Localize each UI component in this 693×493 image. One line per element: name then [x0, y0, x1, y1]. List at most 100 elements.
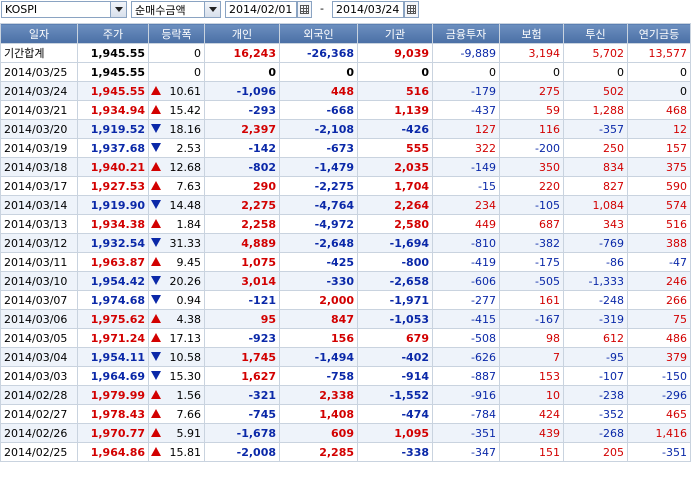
column-header-investment-trust[interactable]: 투신	[563, 23, 628, 44]
table-row[interactable]: 2014/02/26 1,970.77 5.91 -1,678 609 1,095 -351…	[0, 423, 691, 443]
table-row[interactable]: 2014/02/27 1,978.43 7.66 -745 1,408 -474 -784 4…	[0, 404, 691, 424]
table-row[interactable]: 2014/02/28 1,979.99 1.56 -321 2,338 -1,552 -91…	[0, 385, 691, 405]
table-row[interactable]: 2014/02/25 1,964.86 15.81 -2,008 2,285 -338 -3…	[0, 442, 691, 462]
table-row[interactable]: 2014/03/24 1,945.55 10.61 -1,096 448 516 -179 2…	[0, 81, 691, 101]
cell-financial-investment: -606	[432, 271, 500, 291]
chevron-down-icon[interactable]	[204, 2, 220, 17]
cell-change: 15.81	[148, 442, 205, 462]
cell-price: 1,975.62	[77, 309, 149, 329]
cell-institution: 2,264	[357, 195, 433, 215]
table-row[interactable]: 2014/03/19 1,937.68 2.53 -142 -673 555 322 -200…	[0, 138, 691, 158]
cell-date: 2014/03/05	[0, 328, 78, 348]
change-value: 2.53	[176, 141, 202, 155]
table-row[interactable]: 2014/03/18 1,940.21 12.68 -802 -1,479 2,035 -1…	[0, 157, 691, 177]
column-header-institution[interactable]: 기관	[357, 23, 433, 44]
arrow-up-icon	[151, 409, 161, 418]
cell-insurance: 116	[499, 119, 564, 139]
cell-financial-investment: -277	[432, 290, 500, 310]
table-row[interactable]: 2014/03/25 1,945.55 0 0 0 0 0 0 0 0	[0, 62, 691, 82]
cell-financial-investment: 234	[432, 195, 500, 215]
cell-financial-investment: -415	[432, 309, 500, 329]
cell-foreign: 2,000	[279, 290, 358, 310]
cell-institution: -474	[357, 404, 433, 424]
change-value: 0.94	[176, 293, 202, 307]
cell-institution: 2,580	[357, 214, 433, 234]
table-row[interactable]: 2014/03/12 1,932.54 31.33 4,889 -2,648 -1,694…	[0, 233, 691, 253]
cell-insurance: 161	[499, 290, 564, 310]
table-row[interactable]: 2014/03/21 1,934.94 15.42 -293 -668 1,139 -437…	[0, 100, 691, 120]
cell-financial-investment: -810	[432, 233, 500, 253]
cell-institution: 679	[357, 328, 433, 348]
column-header-individual[interactable]: 개인	[204, 23, 280, 44]
cell-pension: -351	[627, 442, 691, 462]
cell-foreign: -673	[279, 138, 358, 158]
column-header-date[interactable]: 일자	[0, 23, 78, 44]
table-row[interactable]: 2014/03/04 1,954.11 10.58 1,745 -1,494 -402 -6…	[0, 347, 691, 367]
mode-select[interactable]: 순매수금액	[131, 1, 221, 18]
cell-date: 2014/03/25	[0, 62, 78, 82]
cell-financial-investment: -916	[432, 385, 500, 405]
cell-date: 2014/03/24	[0, 81, 78, 101]
cell-insurance: 0	[499, 62, 564, 82]
change-value: 1.84	[176, 217, 202, 231]
cell-foreign: -668	[279, 100, 358, 120]
cell-financial-investment: 322	[432, 138, 500, 158]
table-row[interactable]: 2014/03/03 1,964.69 15.30 1,627 -758 -914 -887…	[0, 366, 691, 386]
table-row[interactable]: 2014/03/10 1,954.42 20.26 3,014 -330 -2,658 -6…	[0, 271, 691, 291]
cell-financial-investment: -508	[432, 328, 500, 348]
cell-change: 20.26	[148, 271, 205, 291]
calendar-icon	[407, 5, 416, 14]
cell-change: 1.84	[148, 214, 205, 234]
start-calendar-button[interactable]	[297, 1, 312, 18]
cell-investment-trust: -238	[563, 385, 628, 405]
table-row[interactable]: 2014/03/14 1,919.90 14.48 2,275 -4,764 2,264 2…	[0, 195, 691, 215]
cell-pension: 379	[627, 347, 691, 367]
cell-insurance: -105	[499, 195, 564, 215]
cell-pension: 0	[627, 62, 691, 82]
end-calendar-button[interactable]	[404, 1, 419, 18]
cell-foreign: 2,338	[279, 385, 358, 405]
table-row[interactable]: 2014/03/05 1,971.24 17.13 -923 156 679 -508 98 6…	[0, 328, 691, 348]
start-date-input[interactable]: 2014/02/01	[225, 1, 297, 18]
column-header-change[interactable]: 등락폭	[148, 23, 205, 44]
table-row[interactable]: 2014/03/13 1,934.38 1.84 2,258 -4,972 2,580 44…	[0, 214, 691, 234]
table-row[interactable]: 2014/03/17 1,927.53 7.63 290 -2,275 1,704 -15 2…	[0, 176, 691, 196]
cell-investment-trust: -352	[563, 404, 628, 424]
arrow-up-icon	[151, 219, 161, 228]
column-header-foreign[interactable]: 외국인	[279, 23, 358, 44]
cell-insurance: -200	[499, 138, 564, 158]
chevron-down-icon[interactable]	[110, 2, 126, 17]
table-row[interactable]: 2014/03/20 1,919.52 18.16 2,397 -2,108 -426 12…	[0, 119, 691, 139]
cell-financial-investment: -179	[432, 81, 500, 101]
cell-financial-investment: -347	[432, 442, 500, 462]
cell-change: 18.16	[148, 119, 205, 139]
cell-investment-trust: -86	[563, 252, 628, 272]
cell-investment-trust: 5,702	[563, 43, 628, 63]
cell-foreign: -758	[279, 366, 358, 386]
cell-individual: -321	[204, 385, 280, 405]
column-header-price[interactable]: 주가	[77, 23, 149, 44]
cell-foreign: -2,275	[279, 176, 358, 196]
column-header-insurance[interactable]: 보험	[499, 23, 564, 44]
cell-date: 2014/03/20	[0, 119, 78, 139]
end-date-value: 2014/03/24	[336, 3, 400, 16]
cell-institution: 1,704	[357, 176, 433, 196]
cell-pension: 375	[627, 157, 691, 177]
cell-insurance: -382	[499, 233, 564, 253]
table-row[interactable]: 2014/03/11 1,963.87 9.45 1,075 -425 -800 -419-…	[0, 252, 691, 272]
cell-pension: 465	[627, 404, 691, 424]
cell-insurance: 439	[499, 423, 564, 443]
cell-foreign: 1,408	[279, 404, 358, 424]
table-row[interactable]: 2014/03/07 1,974.68 0.94 -121 2,000 -1,971 -27…	[0, 290, 691, 310]
market-select[interactable]: KOSPI	[1, 1, 127, 18]
cell-date: 2014/03/13	[0, 214, 78, 234]
arrow-down-icon	[151, 352, 161, 361]
cell-investment-trust: 1,288	[563, 100, 628, 120]
change-value: 7.63	[176, 179, 202, 193]
end-date-input[interactable]: 2014/03/24	[332, 1, 404, 18]
column-header-financial-investment[interactable]: 금융투자	[432, 23, 500, 44]
table-row[interactable]: 2014/03/06 1,975.62 4.38 95 847 -1,053 -415 -16…	[0, 309, 691, 329]
cell-date: 2014/03/03	[0, 366, 78, 386]
column-header-pension[interactable]: 연기금등	[627, 23, 691, 44]
table-total-row[interactable]: 기간합계 1,945.55 0 16,243 -26,368 9,039 -9,889 3,1…	[0, 43, 691, 63]
